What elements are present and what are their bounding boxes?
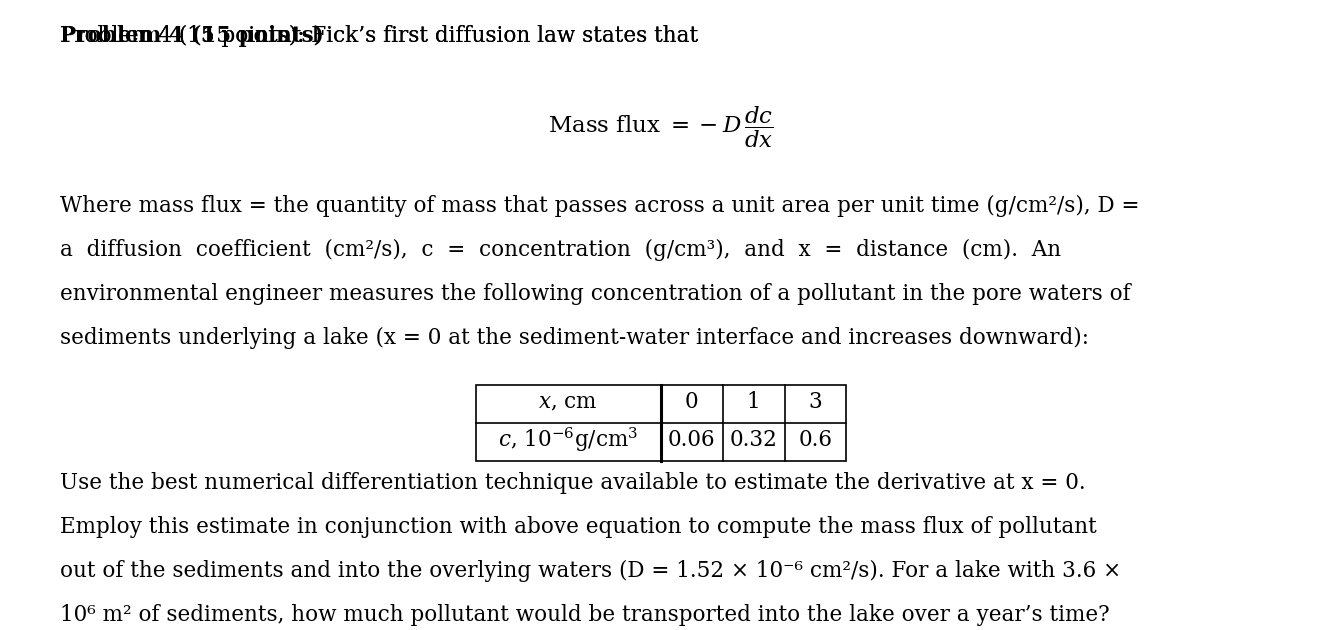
Bar: [476, 385, 846, 461]
Text: out of the sediments and into the overlying waters (D = 1.52 × 10⁻⁶ cm²/s). For : out of the sediments and into the overly…: [59, 560, 1121, 582]
Text: $c$, 10$^{-6}$g/cm$^3$: $c$, 10$^{-6}$g/cm$^3$: [498, 426, 639, 454]
Text: sediments underlying a lake (x = 0 at the sediment-water interface and increases: sediments underlying a lake (x = 0 at th…: [59, 327, 1089, 349]
Text: Where mass flux = the quantity of mass that passes across a unit area per unit t: Where mass flux = the quantity of mass t…: [59, 195, 1140, 217]
Text: Problem 4 (15 points): Problem 4 (15 points): [59, 25, 324, 47]
Text: Problem 4 (15 points): Fick’s first diffusion law states that: Problem 4 (15 points): Fick’s first diff…: [59, 25, 698, 47]
Text: 0.32: 0.32: [730, 429, 777, 451]
Text: 3: 3: [809, 391, 822, 413]
Text: a  diffusion  coefficient  (cm²/s),  c  =  concentration  (g/cm³),  and  x  =  d: a diffusion coefficient (cm²/s), c = con…: [59, 239, 1062, 261]
Text: 0.06: 0.06: [668, 429, 715, 451]
Text: Mass flux $= -D\,\dfrac{dc}{dx}$: Mass flux $= -D\,\dfrac{dc}{dx}$: [549, 105, 773, 150]
Text: Employ this estimate in conjunction with above equation to compute the mass flux: Employ this estimate in conjunction with…: [59, 516, 1097, 538]
Text: environmental engineer measures the following concentration of a pollutant in th: environmental engineer measures the foll…: [59, 283, 1130, 305]
Text: Use the best numerical differentiation technique available to estimate the deriv: Use the best numerical differentiation t…: [59, 472, 1085, 494]
Text: 0.6: 0.6: [798, 429, 833, 451]
Text: Problem 4 (15 points): Fick’s first diffusion law states that: Problem 4 (15 points): Fick’s first diff…: [59, 25, 698, 47]
Text: 1: 1: [747, 391, 760, 413]
Text: 10⁶ m² of sediments, how much pollutant would be transported into the lake over : 10⁶ m² of sediments, how much pollutant …: [59, 604, 1109, 626]
Text: 0: 0: [685, 391, 698, 413]
Text: $x$, cm: $x$, cm: [538, 391, 598, 413]
